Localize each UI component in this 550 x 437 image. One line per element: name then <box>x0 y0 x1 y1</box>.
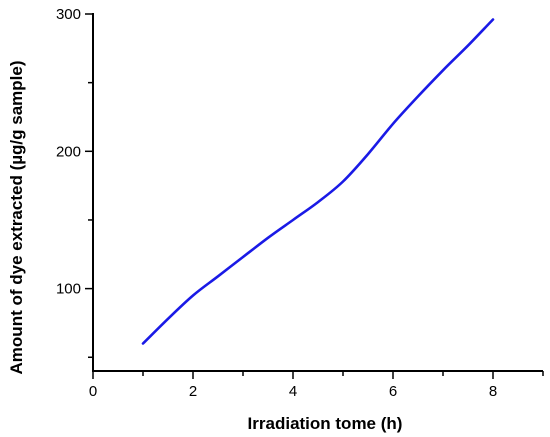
x-tick-label: 6 <box>389 383 397 400</box>
y-tick-label: 300 <box>56 6 81 23</box>
y-ticks: 100 200 300 <box>56 6 93 359</box>
x-tick-label: 4 <box>289 383 297 400</box>
series-line <box>141 18 495 345</box>
x-tick-label: 2 <box>189 383 197 400</box>
series-layer <box>141 18 495 345</box>
y-tick-label: 200 <box>56 143 81 160</box>
x-tick-label: 8 <box>489 383 497 400</box>
x-ticks: 0 2 4 6 8 <box>89 371 544 400</box>
x-tick-label: 0 <box>89 383 97 400</box>
x-axis-title: Irradiation tome (h) <box>248 414 403 433</box>
y-tick-label: 100 <box>56 281 81 298</box>
y-axis-title: Amount of dye extracted (µg/g sample) <box>7 61 26 375</box>
axes <box>92 13 543 372</box>
